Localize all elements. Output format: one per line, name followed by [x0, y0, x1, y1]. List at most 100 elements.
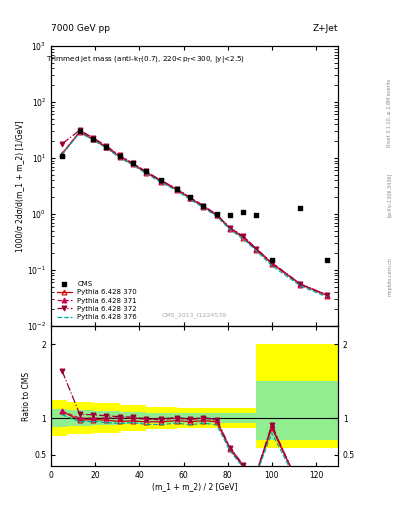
CMS [298, 204, 304, 212]
Pythia 6.428 371 [325, 292, 329, 298]
Pythia 6.428 372 [104, 143, 108, 149]
Text: 7000 GeV pp: 7000 GeV pp [51, 24, 110, 33]
Pythia 6.428 376 [117, 155, 122, 161]
Text: Trimmed jet mass (anti-k$_T$(0.7), 220<p$_T$<300, |y|<2.5): Trimmed jet mass (anti-k$_T$(0.7), 220<p… [46, 54, 245, 66]
Pythia 6.428 370 [159, 179, 164, 185]
Pythia 6.428 376 [174, 188, 179, 194]
Pythia 6.428 371 [174, 186, 179, 192]
Pythia 6.428 371 [77, 129, 82, 135]
Pythia 6.428 370 [214, 212, 219, 218]
Text: mcplots.cern.ch: mcplots.cern.ch [387, 257, 392, 296]
CMS [324, 256, 330, 264]
CMS [59, 152, 65, 160]
Pythia 6.428 376 [60, 152, 64, 158]
Pythia 6.428 370 [143, 169, 148, 176]
CMS [187, 193, 193, 201]
CMS [116, 152, 123, 160]
CMS [158, 176, 165, 184]
Pythia 6.428 372 [174, 186, 179, 192]
Pythia 6.428 376 [254, 248, 259, 254]
Pythia 6.428 371 [201, 203, 206, 209]
Pythia 6.428 371 [241, 233, 246, 240]
Pythia 6.428 371 [254, 246, 259, 252]
Pythia 6.428 371 [91, 136, 95, 142]
Pythia 6.428 372 [270, 260, 274, 266]
Line: Pythia 6.428 371: Pythia 6.428 371 [60, 129, 329, 297]
Pythia 6.428 370 [298, 282, 303, 288]
X-axis label: (m_1 + m_2) / 2 [GeV]: (m_1 + m_2) / 2 [GeV] [152, 482, 237, 492]
Pythia 6.428 372 [60, 141, 64, 147]
Pythia 6.428 376 [159, 180, 164, 186]
Pythia 6.428 376 [241, 236, 246, 242]
Text: Z+Jet: Z+Jet [312, 24, 338, 33]
CMS [90, 135, 96, 143]
Pythia 6.428 370 [91, 136, 95, 142]
Pythia 6.428 372 [91, 135, 95, 141]
Pythia 6.428 371 [117, 153, 122, 159]
Pythia 6.428 372 [201, 203, 206, 209]
Pythia 6.428 376 [270, 263, 274, 269]
CMS [143, 167, 149, 176]
Pythia 6.428 372 [254, 246, 259, 252]
Pythia 6.428 371 [214, 211, 219, 218]
Pythia 6.428 372 [298, 281, 303, 287]
Text: CMS_2013_I1224539: CMS_2013_I1224539 [162, 312, 227, 317]
Pythia 6.428 370 [241, 234, 246, 241]
Pythia 6.428 370 [270, 261, 274, 267]
Pythia 6.428 370 [77, 129, 82, 135]
Legend: CMS, Pythia 6.428 370, Pythia 6.428 371, Pythia 6.428 372, Pythia 6.428 376: CMS, Pythia 6.428 370, Pythia 6.428 371,… [55, 279, 139, 323]
Pythia 6.428 372 [228, 225, 232, 231]
Pythia 6.428 376 [91, 137, 95, 143]
Pythia 6.428 370 [174, 187, 179, 193]
Pythia 6.428 376 [143, 170, 148, 177]
Pythia 6.428 376 [188, 197, 193, 203]
Text: Rivet 3.1.10, ≥ 2.8M events: Rivet 3.1.10, ≥ 2.8M events [387, 78, 392, 147]
Pythia 6.428 376 [214, 213, 219, 219]
Pythia 6.428 370 [201, 204, 206, 210]
Pythia 6.428 371 [188, 195, 193, 201]
Pythia 6.428 371 [60, 151, 64, 157]
CMS [227, 211, 233, 219]
Pythia 6.428 372 [241, 233, 246, 240]
CMS [77, 127, 83, 136]
Pythia 6.428 371 [159, 178, 164, 184]
Pythia 6.428 370 [188, 196, 193, 202]
Pythia 6.428 370 [104, 144, 108, 151]
Pythia 6.428 376 [298, 283, 303, 289]
CMS [174, 185, 180, 193]
CMS [240, 207, 246, 216]
Pythia 6.428 371 [104, 143, 108, 150]
CMS [200, 202, 206, 210]
Pythia 6.428 371 [270, 260, 274, 266]
CMS [103, 142, 109, 151]
Pythia 6.428 370 [254, 247, 259, 253]
Y-axis label: 1000/σ 2dσ/d(m_1 + m_2) [1/GeV]: 1000/σ 2dσ/d(m_1 + m_2) [1/GeV] [15, 120, 24, 252]
Pythia 6.428 376 [228, 226, 232, 232]
Pythia 6.428 371 [130, 160, 135, 166]
CMS [253, 211, 259, 219]
Pythia 6.428 376 [201, 205, 206, 211]
CMS [213, 210, 220, 218]
CMS [130, 159, 136, 167]
Pythia 6.428 370 [325, 292, 329, 298]
Text: [arXiv:1306.3436]: [arXiv:1306.3436] [387, 173, 392, 217]
Line: Pythia 6.428 376: Pythia 6.428 376 [62, 133, 327, 297]
Pythia 6.428 372 [188, 195, 193, 201]
Pythia 6.428 372 [143, 168, 148, 175]
Pythia 6.428 370 [228, 225, 232, 231]
Pythia 6.428 371 [298, 281, 303, 287]
Pythia 6.428 370 [60, 151, 64, 157]
Line: Pythia 6.428 372: Pythia 6.428 372 [60, 127, 329, 297]
Pythia 6.428 376 [325, 294, 329, 300]
Line: Pythia 6.428 370: Pythia 6.428 370 [60, 130, 329, 298]
Y-axis label: Ratio to CMS: Ratio to CMS [22, 371, 31, 420]
Pythia 6.428 376 [77, 130, 82, 136]
Pythia 6.428 372 [77, 127, 82, 133]
Pythia 6.428 376 [130, 162, 135, 168]
Pythia 6.428 372 [159, 178, 164, 184]
Pythia 6.428 372 [325, 292, 329, 298]
Pythia 6.428 372 [214, 211, 219, 218]
Pythia 6.428 370 [117, 154, 122, 160]
Pythia 6.428 372 [130, 160, 135, 166]
Pythia 6.428 371 [143, 168, 148, 175]
